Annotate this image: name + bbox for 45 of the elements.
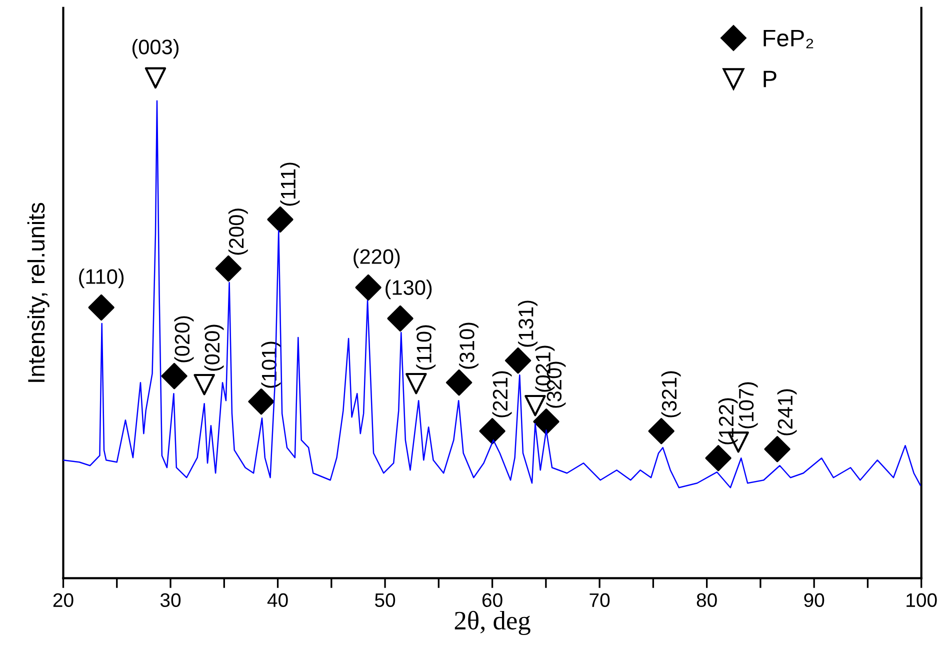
annotation: (200) (228, 208, 248, 255)
point (446, 369, 472, 396)
x-tick-label: 80 (696, 593, 717, 608)
annotation: (020) (204, 324, 224, 371)
x-tick-label: 70 (590, 593, 610, 608)
annotation: (003) (132, 39, 179, 58)
x-tick-label: 60 (482, 593, 502, 608)
annotation: (131) (518, 300, 538, 347)
point (524, 394, 546, 416)
x-tick-label: 50 (375, 593, 396, 608)
point (248, 388, 274, 415)
y-axis-title: Intensity, rel.units (27, 202, 50, 382)
point (355, 274, 382, 301)
x-axis-title: 2θ, deg (454, 610, 530, 636)
annotation: (310) (459, 322, 478, 369)
legend-label: P (764, 70, 776, 88)
point (88, 294, 114, 321)
annotation: (110) (416, 325, 436, 370)
point (267, 206, 294, 233)
annotation: (020) (174, 316, 194, 362)
x-tick-label: 90 (804, 593, 824, 608)
point (648, 418, 674, 444)
annotation: (241) (777, 389, 797, 436)
legend-label: FeP₂ (764, 30, 814, 48)
point (764, 436, 790, 462)
point (387, 305, 414, 332)
x-tick-label: 30 (160, 593, 181, 608)
x-tick-label: 100 (906, 593, 937, 608)
x-tick-label: 20 (53, 593, 74, 608)
point (194, 374, 215, 396)
point (144, 67, 166, 89)
point (161, 362, 188, 390)
annotation: (321) (661, 371, 681, 418)
annotation: (107) (738, 382, 758, 428)
point (406, 372, 427, 394)
point (705, 445, 732, 472)
x-tick-label: 40 (267, 593, 288, 608)
point (533, 408, 560, 435)
point (215, 255, 242, 282)
annotation: (130) (386, 280, 432, 300)
annotation: (110) (79, 268, 124, 288)
annotation: (220) (354, 248, 400, 268)
annotation: (111) (280, 162, 300, 206)
point (479, 418, 506, 444)
annotation: (221) (492, 371, 512, 418)
